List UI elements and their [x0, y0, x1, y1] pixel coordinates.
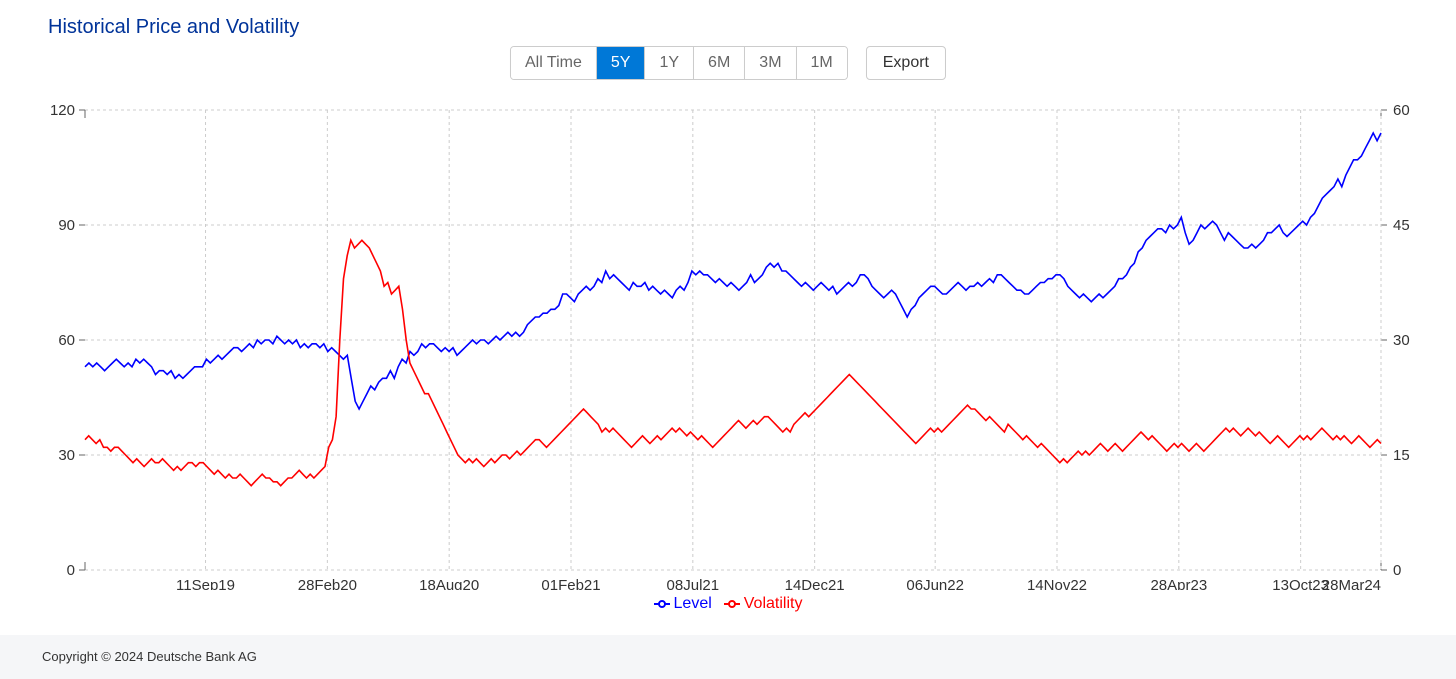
time-range-3m[interactable]: 3M	[744, 47, 795, 79]
legend-swatch-icon	[654, 599, 670, 609]
chart-legend: Level Volatility	[0, 595, 1456, 613]
legend-label: Level	[674, 595, 712, 612]
series-volatility[interactable]	[85, 240, 1381, 485]
legend-item-level[interactable]: Level	[654, 595, 712, 612]
svg-text:14Nov22: 14Nov22	[1027, 577, 1087, 590]
svg-text:60: 60	[1393, 102, 1410, 119]
svg-text:60: 60	[58, 332, 75, 349]
time-range-all-time[interactable]: All Time	[511, 47, 596, 79]
time-range-1y[interactable]: 1Y	[644, 47, 693, 79]
chart-panel: Historical Price and Volatility All Time…	[0, 0, 1456, 679]
time-range-6m[interactable]: 6M	[693, 47, 744, 79]
copyright-footer: Copyright © 2024 Deutsche Bank AG	[0, 635, 1456, 679]
svg-text:13Oct23: 13Oct23	[1272, 577, 1329, 590]
svg-text:11Sep19: 11Sep19	[176, 577, 235, 590]
svg-text:0: 0	[1393, 562, 1401, 579]
time-range-1m[interactable]: 1M	[796, 47, 847, 79]
svg-text:18Aug20: 18Aug20	[419, 577, 479, 590]
svg-text:0: 0	[67, 562, 75, 579]
chart-plot-area[interactable]: 0 30 60 90 120 0 15 30 45 60 11Sep19 28Feb20 18Aug20…	[35, 100, 1421, 590]
chart-controls: All Time5Y1Y6M3M1M Export	[510, 46, 946, 80]
svg-text:15: 15	[1393, 447, 1410, 464]
svg-text:08Jul21: 08Jul21	[667, 577, 720, 590]
svg-text:06Jun22: 06Jun22	[906, 577, 964, 590]
legend-label: Volatility	[744, 595, 803, 612]
svg-text:28Apr23: 28Apr23	[1150, 577, 1207, 590]
svg-text:90: 90	[58, 217, 75, 234]
legend-item-volatility[interactable]: Volatility	[724, 595, 803, 612]
time-range-5y[interactable]: 5Y	[596, 47, 645, 79]
series-level[interactable]	[85, 133, 1381, 409]
legend-swatch-icon	[724, 599, 740, 609]
svg-text:120: 120	[50, 102, 75, 119]
svg-text:28Mar24: 28Mar24	[1322, 577, 1381, 590]
svg-text:30: 30	[1393, 332, 1410, 349]
svg-text:14Dec21: 14Dec21	[785, 577, 845, 590]
time-range-group: All Time5Y1Y6M3M1M	[510, 46, 848, 80]
svg-text:01Feb21: 01Feb21	[541, 577, 600, 590]
export-button[interactable]: Export	[866, 46, 946, 80]
svg-text:45: 45	[1393, 217, 1410, 234]
svg-text:28Feb20: 28Feb20	[298, 577, 357, 590]
chart-title: Historical Price and Volatility	[48, 16, 299, 39]
svg-text:30: 30	[58, 447, 75, 464]
